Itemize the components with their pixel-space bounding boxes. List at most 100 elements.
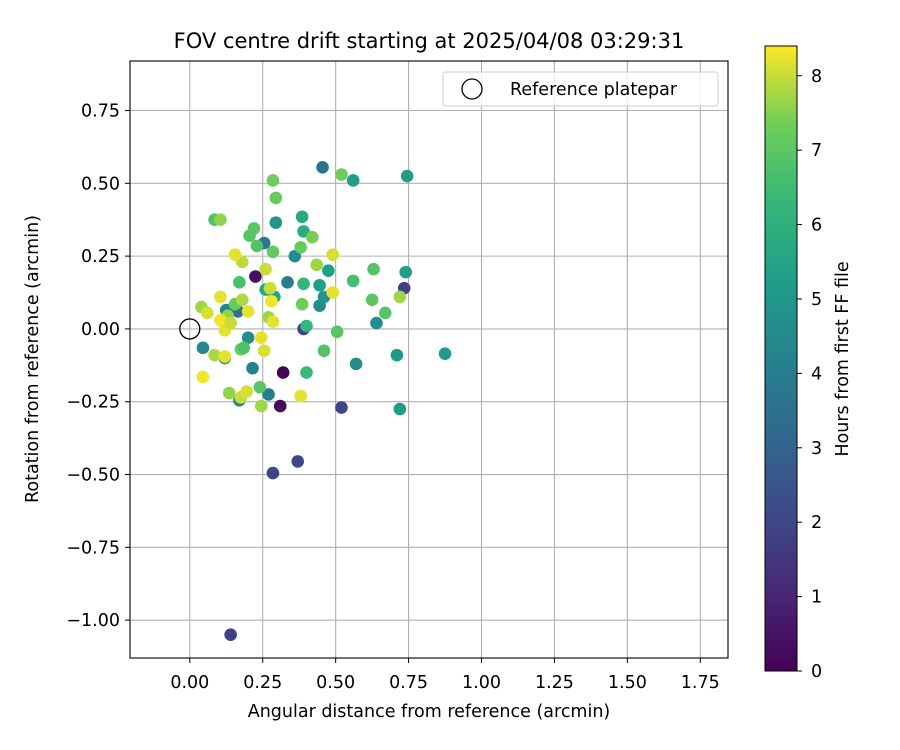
data-point — [224, 628, 237, 642]
data-point — [335, 168, 348, 181]
colorbar-tick-label: 8 — [811, 67, 822, 87]
data-point — [233, 276, 246, 289]
data-point — [236, 293, 249, 307]
colorbar-tick-label: 5 — [811, 290, 822, 310]
y-tick-label: 0.75 — [81, 102, 120, 122]
data-point — [196, 341, 210, 355]
data-point — [247, 222, 261, 235]
data-point — [294, 241, 307, 254]
data-point — [241, 331, 255, 344]
data-point — [253, 380, 267, 394]
data-point — [214, 313, 227, 327]
data-point — [295, 297, 309, 311]
data-point — [266, 315, 280, 328]
data-point — [300, 366, 313, 379]
data-point — [214, 213, 227, 227]
colorbar-tick-label: 4 — [811, 364, 822, 384]
y-tick-label: −0.50 — [66, 466, 120, 486]
colorbar-tick-label: 7 — [811, 141, 822, 161]
data-point — [266, 245, 280, 259]
y-tick-label: 0.50 — [81, 174, 120, 194]
data-point — [370, 316, 383, 330]
data-point — [259, 262, 272, 276]
data-point — [254, 331, 268, 344]
data-point — [269, 191, 283, 205]
colorbar-ticks: 0 1 2 3 4 5 6 7 8 — [797, 67, 822, 682]
colorbar-tick-label: 6 — [811, 216, 822, 236]
reference-platepar-marker — [179, 318, 201, 340]
data-point — [249, 270, 262, 283]
data-point — [237, 341, 251, 355]
legend-box — [442, 71, 719, 107]
x-tick-label: 0.75 — [389, 673, 428, 693]
data-point — [281, 276, 294, 289]
colorbar-tick-label: 0 — [811, 662, 822, 682]
data-point — [310, 258, 323, 272]
data-point — [240, 385, 253, 398]
x-tick-label: 1.50 — [608, 673, 647, 693]
data-point — [346, 174, 360, 187]
data-point — [300, 319, 313, 333]
y-tick-label: 0.00 — [81, 320, 120, 340]
colorbar: 0 1 2 3 4 5 6 7 8 Hours from first FF file — [764, 45, 853, 682]
data-point — [367, 262, 380, 276]
data-point — [273, 399, 287, 413]
data-point — [222, 386, 236, 400]
data-point — [269, 216, 283, 229]
x-tick-label: 1.00 — [462, 673, 501, 693]
y-tick-label: −1.00 — [66, 611, 120, 631]
data-point — [228, 248, 242, 261]
data-point — [393, 290, 407, 304]
data-point — [201, 306, 214, 320]
y-tick-label: −0.75 — [66, 538, 120, 558]
data-point — [214, 290, 227, 304]
data-point — [266, 174, 280, 187]
data-point — [263, 281, 277, 295]
x-axis-label: Angular distance from reference (arcmin) — [248, 702, 611, 722]
data-point — [335, 401, 348, 414]
data-point — [218, 350, 232, 363]
data-point — [330, 325, 344, 339]
data-point — [322, 264, 335, 277]
data-point — [393, 402, 407, 416]
x-tick-label: 0.00 — [170, 673, 209, 693]
data-point — [291, 455, 305, 468]
data-point — [224, 316, 237, 330]
colorbar-label: Hours from first FF file — [833, 261, 853, 456]
legend: Reference platepar — [442, 71, 719, 107]
data-point — [266, 466, 280, 480]
data-point — [265, 294, 278, 308]
data-point — [316, 160, 329, 174]
x-tick-label: 0.50 — [316, 673, 355, 693]
data-point — [257, 344, 271, 358]
data-point — [306, 230, 319, 244]
legend-reference-marker — [461, 78, 483, 100]
x-tick-label: 0.25 — [243, 673, 282, 693]
x-tick-label: 1.75 — [681, 673, 720, 693]
data-point — [326, 248, 340, 261]
colorbar-tick-label: 1 — [811, 588, 822, 608]
colorbar-tick-label: 3 — [811, 439, 822, 459]
x-tick-label: 1.25 — [535, 673, 574, 693]
plot-frame — [129, 60, 729, 659]
data-points — [179, 160, 452, 642]
data-point — [196, 370, 210, 384]
grid-lines — [130, 61, 728, 658]
y-tick-label: 0.25 — [81, 247, 120, 267]
data-point — [241, 305, 255, 318]
data-point — [399, 265, 412, 279]
legend-label: Reference platepar — [510, 80, 678, 100]
data-point — [297, 277, 310, 291]
data-point — [276, 366, 290, 379]
data-point — [246, 361, 259, 375]
data-point — [346, 274, 360, 288]
data-point — [390, 348, 404, 362]
data-point — [254, 399, 268, 413]
data-point — [400, 169, 414, 183]
colorbar-gradient — [764, 45, 798, 672]
data-point — [313, 278, 326, 292]
data-point — [349, 357, 363, 371]
data-point — [438, 347, 452, 360]
plot-axes: 0.00 0.25 0.50 0.75 1.00 1.25 1.50 1.75 −1.00 −0.… — [66, 60, 729, 693]
